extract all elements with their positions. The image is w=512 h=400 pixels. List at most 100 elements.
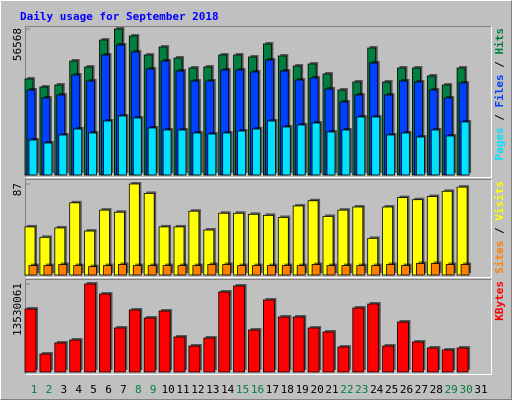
bar: [430, 263, 440, 276]
bar: [445, 264, 455, 276]
x-tick-label: 6: [105, 383, 112, 396]
chart-title: Daily usage for September 2018: [20, 10, 219, 23]
legend-separator: /: [493, 108, 506, 128]
bar: [456, 186, 468, 276]
bar: [237, 130, 247, 176]
bar: [411, 341, 424, 373]
bar: [192, 265, 202, 276]
bar: [401, 132, 410, 176]
bar: [352, 307, 365, 373]
panel-edge-light: [25, 279, 492, 375]
x-tick-label: 10: [161, 383, 174, 396]
x-tick-label: 27: [415, 383, 428, 396]
x-tick-label: 11: [176, 383, 189, 396]
bar: [132, 265, 142, 276]
bar: [401, 265, 410, 276]
bar: [118, 115, 127, 176]
bar: [356, 116, 366, 176]
bar: [266, 120, 276, 176]
bar: [69, 339, 82, 373]
bar: [296, 124, 306, 176]
bar: [24, 308, 37, 373]
bar: [39, 353, 52, 373]
bar: [177, 129, 187, 176]
x-tick-label: 5: [90, 383, 97, 396]
bar: [277, 316, 290, 373]
x-tick-label: 28: [430, 383, 443, 396]
legend: Sites / Visits: [493, 181, 506, 274]
bar: [43, 265, 53, 276]
bar: [382, 345, 395, 373]
bar: [28, 265, 38, 276]
bar: [103, 265, 112, 276]
bar: [367, 303, 380, 373]
bar: [73, 265, 83, 276]
bar: [118, 264, 127, 276]
bar: [73, 128, 83, 176]
bar: [177, 265, 187, 276]
bar: [341, 129, 351, 176]
x-tick-label: 26: [400, 383, 413, 396]
bar: [128, 309, 141, 373]
x-tick-label: 12: [191, 383, 204, 396]
x-tick-label: 19: [296, 383, 309, 396]
bar: [103, 120, 112, 176]
bar: [292, 316, 305, 373]
bar: [397, 197, 408, 276]
bar: [128, 183, 140, 276]
x-tick-label: 15: [236, 383, 249, 396]
x-tick-label: 8: [135, 383, 142, 396]
bar: [397, 321, 409, 373]
bar: [326, 131, 336, 176]
legend-entry: Visits: [493, 181, 506, 221]
x-tick-label: 17: [266, 383, 279, 396]
bar: [281, 265, 291, 276]
legend: Pages / Files / Hits: [493, 28, 506, 161]
x-tick-label: 18: [281, 383, 294, 396]
bar: [158, 310, 171, 373]
x-tick-label: 16: [251, 383, 264, 396]
bar: [207, 133, 217, 176]
x-tick-label: 25: [385, 383, 398, 396]
x-tick-label: 13: [206, 383, 219, 396]
y-tick-label: 87: [11, 183, 24, 196]
y-tick-label: 13530061: [11, 283, 24, 336]
x-tick-label: 30: [459, 383, 472, 396]
x-tick-label: 7: [120, 383, 127, 396]
bar: [371, 116, 381, 176]
bar: [441, 190, 453, 276]
x-tick-label: 20: [310, 383, 323, 396]
bar: [218, 291, 231, 373]
bar: [237, 265, 247, 276]
bar: [132, 117, 142, 176]
x-tick-label: 4: [75, 383, 82, 396]
bar: [252, 265, 261, 276]
bar: [460, 264, 470, 276]
bar: [311, 122, 321, 176]
bar: [54, 342, 67, 373]
bar: [222, 132, 232, 176]
x-tick-label: 21: [325, 383, 338, 396]
legend-entry: Hits: [493, 28, 506, 55]
bar: [143, 317, 156, 373]
bar: [147, 265, 157, 276]
legend-separator: /: [493, 55, 506, 75]
bar: [162, 265, 172, 276]
bar: [88, 132, 97, 176]
bar: [460, 121, 470, 176]
x-tick-label: 31: [474, 383, 487, 396]
bar: [233, 285, 246, 373]
x-tick-label: 2: [46, 383, 53, 396]
bar: [341, 265, 351, 276]
bar: [262, 299, 275, 373]
x-tick-label: 3: [60, 383, 67, 396]
x-tick-label: 9: [150, 383, 157, 396]
bar: [426, 347, 439, 373]
bar: [326, 265, 336, 276]
panel-edge-light: [25, 26, 492, 178]
bar: [248, 329, 260, 373]
bar: [281, 126, 291, 176]
bar: [114, 327, 126, 373]
